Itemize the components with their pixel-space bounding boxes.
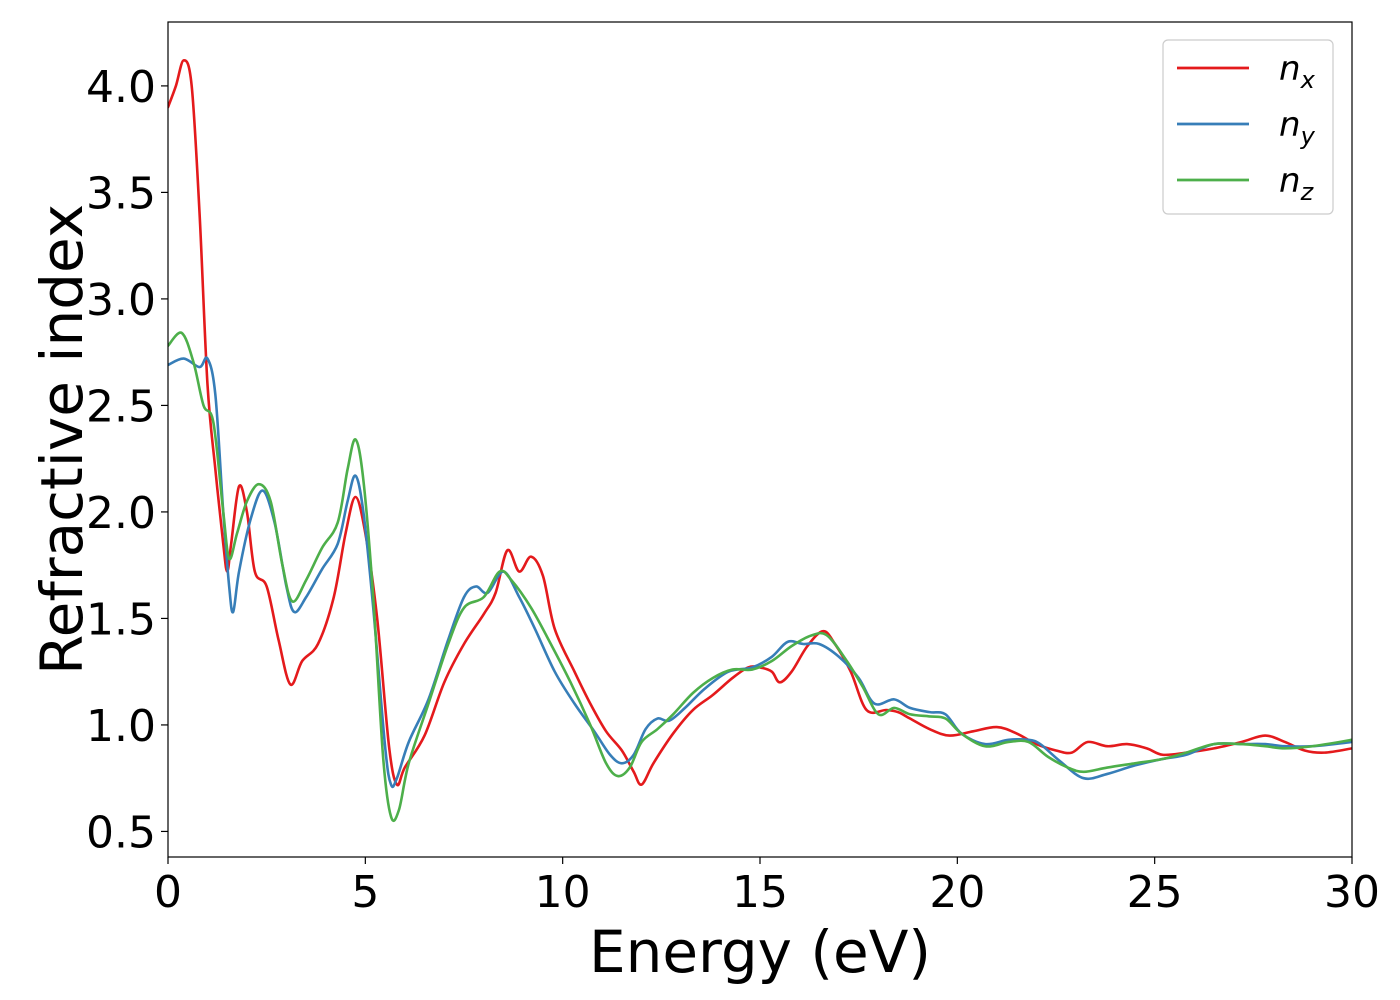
x-tick-label: 0	[154, 867, 182, 918]
y-tick-label: 3.0	[86, 275, 156, 326]
x-tick-label: 5	[351, 867, 379, 918]
x-tick-label: 20	[929, 867, 985, 918]
series-line-n-y	[168, 356, 1352, 789]
x-tick-label: 15	[732, 867, 788, 918]
y-tick-label: 2.5	[86, 381, 156, 432]
x-axis-ticks: 0 5 10 15 20 25 30	[154, 857, 1380, 918]
y-tick-label: 2.0	[86, 488, 156, 539]
legend-box	[1162, 39, 1334, 215]
series-layer	[168, 59, 1352, 823]
x-tick-label: 30	[1324, 867, 1380, 918]
y-tick-label: 1.0	[86, 701, 156, 752]
series-line-n-x	[168, 59, 1352, 787]
x-axis-title: Energy (eV)	[589, 918, 931, 986]
x-tick-label: 10	[535, 867, 591, 918]
x-tick-label: 25	[1127, 867, 1183, 918]
y-axis-title: Refractive index	[28, 204, 96, 675]
y-tick-label: 0.5	[86, 807, 156, 858]
y-tick-label: 4.0	[86, 62, 156, 113]
y-tick-label: 1.5	[86, 594, 156, 645]
series-line-n-z	[168, 331, 1352, 823]
y-axis-ticks: 0.5 1.0 1.5 2.0 2.5 3.0 3.5 4.0	[86, 62, 168, 858]
y-tick-label: 3.5	[86, 168, 156, 219]
